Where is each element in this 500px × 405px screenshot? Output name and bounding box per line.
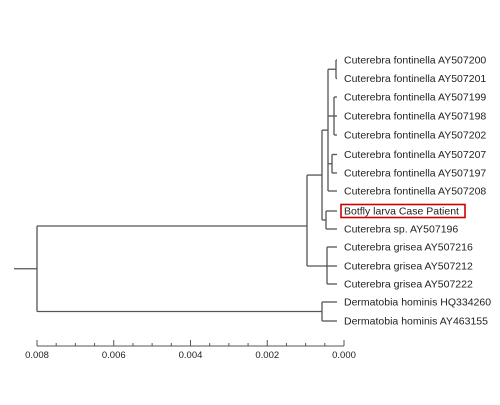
leaf-label-l14: Dermatobia hominis HQ334260 <box>344 297 491 309</box>
leaf-label-l13: Cuterebra grisea AY507222 <box>344 279 473 291</box>
scale-tick-label-2: 0.004 <box>179 350 203 361</box>
distance-scale-axis: 0.008 0.006 0.004 0.002 0.000 <box>25 340 356 361</box>
leaf-label-l1: Cuterebra fontinella AY507200 <box>344 55 486 67</box>
case-patient-highlight-box <box>340 203 466 219</box>
leaf-label-l11: Cuterebra grisea AY507216 <box>344 242 473 254</box>
leaf-label-l10: Cuterebra sp. AY507196 <box>344 224 458 236</box>
scale-tick-label-3: 0.002 <box>255 350 279 361</box>
leaf-label-l3: Cuterebra fontinella AY507199 <box>344 92 486 104</box>
scale-tick-label-0: 0.008 <box>25 350 49 361</box>
leaf-label-l4: Cuterebra fontinella AY507198 <box>344 111 486 123</box>
leaf-label-l8: Cuterebra fontinella AY507208 <box>344 186 486 198</box>
leaf-label-l2: Cuterebra fontinella AY507201 <box>344 73 486 85</box>
leaf-label-l5: Cuterebra fontinella AY507202 <box>344 130 486 142</box>
tree-branches <box>14 59 337 322</box>
leaf-label-l7: Cuterebra fontinella AY507197 <box>344 168 486 180</box>
scale-tick-label-4: 0.000 <box>332 350 356 361</box>
scale-tick-label-1: 0.006 <box>102 350 126 361</box>
leaf-label-l15: Dermatobia hominis AY463155 <box>344 316 488 328</box>
leaf-labels: Cuterebra fontinella AY507200 Cuterebra f… <box>340 55 491 328</box>
leaf-label-l9: Botfly larva Case Patient <box>344 206 459 218</box>
leaf-label-l6: Cuterebra fontinella AY507207 <box>344 149 486 161</box>
leaf-label-l12: Cuterebra grisea AY507212 <box>344 261 473 273</box>
